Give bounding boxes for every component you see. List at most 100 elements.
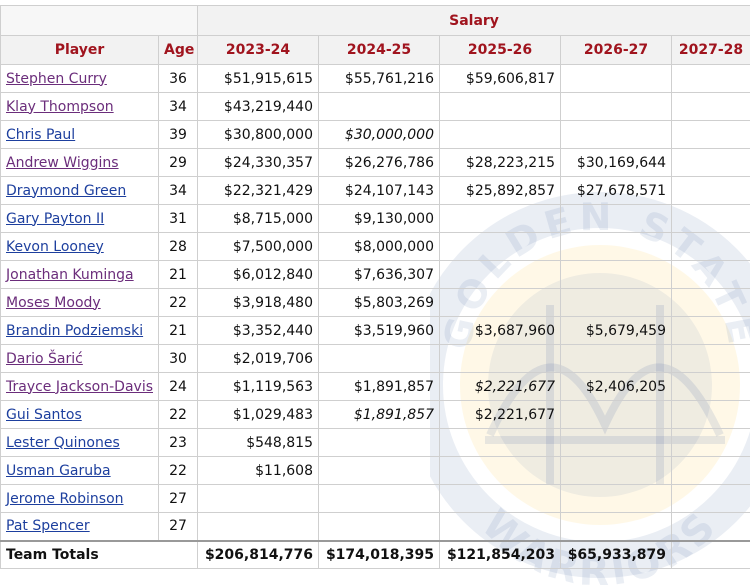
player-link[interactable]: Kevon Looney [6,238,104,255]
salary-cell: $1,891,857 [318,400,440,429]
header-group-blank [0,5,198,36]
player-link[interactable]: Stephen Curry [6,70,107,87]
team-total-2026-27: $65,933,879 [560,539,672,569]
column-header-2026-27[interactable]: 2026-27 [560,35,672,65]
salary-cell: $9,130,000 [318,204,440,233]
salary-cell [197,484,319,513]
player-link[interactable]: Trayce Jackson-Davis [6,378,153,395]
player-link[interactable]: Draymond Green [6,182,127,199]
player-link[interactable]: Jerome Robinson [6,490,124,507]
salary-cell [560,204,672,233]
column-header-player[interactable]: Player [0,35,159,65]
salary-cell [670,176,750,205]
salary-cell [670,120,750,149]
column-header-2027-28[interactable]: 2027-28 [670,35,750,65]
player-cell: Draymond Green [0,176,159,205]
salary-cell [560,92,672,121]
salary-cell [670,92,750,121]
salary-cell [318,92,440,121]
team-total-2027-28 [670,539,750,569]
salary-cell [670,288,750,317]
player-link[interactable]: Brandin Podziemski [6,322,144,339]
table-row: Brandin Podziemski 21 $3,352,440 $3,519,960… [0,316,750,345]
salary-cell [560,456,672,485]
column-header-2025-26[interactable]: 2025-26 [439,35,561,65]
team-total-2024-25: $174,018,395 [318,539,440,569]
team-totals-row: Team Totals $206,814,776 $174,018,395 $1… [0,539,750,569]
table-row: Dario Šarić 30 $2,019,706 [0,344,750,373]
salary-cell: $24,107,143 [318,176,440,205]
salary-table-body: Stephen Curry 36 $51,915,615 $55,761,216 $59… [0,64,750,541]
salary-cell [670,64,750,93]
player-cell: Moses Moody [0,288,159,317]
player-cell: Andrew Wiggins [0,148,159,177]
player-cell: Usman Garuba [0,456,159,485]
salary-cell [670,148,750,177]
salary-cell [670,428,750,457]
salary-cell [670,456,750,485]
player-link[interactable]: Chris Paul [6,126,76,143]
column-header-2024-25[interactable]: 2024-25 [318,35,440,65]
salary-cell: $7,636,307 [318,260,440,289]
salary-cell [670,260,750,289]
age-cell: 24 [158,372,198,401]
player-link[interactable]: Andrew Wiggins [6,154,119,171]
salary-cell: $43,219,440 [197,92,319,121]
age-cell: 36 [158,64,198,93]
player-link[interactable]: Jonathan Kuminga [6,266,134,283]
table-row: Draymond Green 34 $22,321,429 $24,107,143 $2… [0,176,750,205]
salary-cell: $2,221,677 [439,400,561,429]
age-cell: 30 [158,344,198,373]
salary-cell: $2,406,205 [560,372,672,401]
table-row: Lester Quinones 23 $548,815 [0,428,750,457]
salary-cell [670,400,750,429]
player-cell: Gui Santos [0,400,159,429]
player-link[interactable]: Moses Moody [6,294,101,311]
salary-cell: $26,276,786 [318,148,440,177]
age-cell: 27 [158,484,198,513]
column-header-row: Player Age 2023-24 2024-25 2025-26 2026-… [0,35,750,65]
salary-cell [560,232,672,261]
table-row: Kevon Looney 28 $7,500,000 $8,000,000 [0,232,750,261]
player-link[interactable]: Gary Payton II [6,210,105,227]
player-link[interactable]: Pat Spencer [6,518,90,535]
age-cell: 23 [158,428,198,457]
salary-cell [439,456,561,485]
player-link[interactable]: Gui Santos [6,406,82,423]
age-cell: 21 [158,260,198,289]
salary-cell: $8,000,000 [318,232,440,261]
salary-cell: $1,029,483 [197,400,319,429]
age-cell: 27 [158,512,198,541]
salary-cell: $59,606,817 [439,64,561,93]
salary-cell [560,288,672,317]
salary-cell: $8,715,000 [197,204,319,233]
team-total-2025-26: $121,854,203 [439,539,561,569]
salary-cell [670,204,750,233]
column-header-age[interactable]: Age [158,35,198,65]
salary-cell: $30,000,000 [318,120,440,149]
age-cell: 34 [158,92,198,121]
player-cell: Dario Šarić [0,344,159,373]
column-header-2023-24[interactable]: 2023-24 [197,35,319,65]
salary-cell: $3,687,960 [439,316,561,345]
salary-cell [670,484,750,513]
player-cell: Jerome Robinson [0,484,159,513]
salary-cell: $1,891,857 [318,372,440,401]
salary-cell: $24,330,357 [197,148,319,177]
player-link[interactable]: Lester Quinones [6,434,120,451]
age-cell: 34 [158,176,198,205]
table-row: Stephen Curry 36 $51,915,615 $55,761,216 $59… [0,64,750,93]
salary-cell [439,260,561,289]
salary-cell [560,260,672,289]
age-cell: 21 [158,316,198,345]
salary-group-header: Salary [196,5,750,36]
player-link[interactable]: Dario Šarić [6,350,83,367]
player-link[interactable]: Klay Thompson [6,98,114,115]
salary-cell: $11,608 [197,456,319,485]
salary-cell: $25,892,857 [439,176,561,205]
player-link[interactable]: Usman Garuba [6,462,111,479]
salary-cell: $2,221,677 [439,372,561,401]
team-total-2023-24: $206,814,776 [197,539,319,569]
salary-cell: $548,815 [197,428,319,457]
